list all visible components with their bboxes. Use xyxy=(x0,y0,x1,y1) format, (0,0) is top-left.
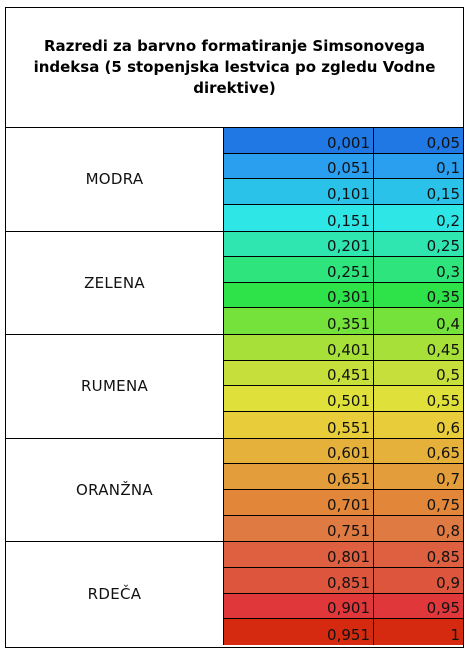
table-row: 0,101 0,15 xyxy=(224,179,463,205)
range-from-cell: 0,551 xyxy=(224,412,374,438)
table-row: 0,401 0,45 xyxy=(224,335,463,361)
range-to-cell: 1 xyxy=(450,625,460,644)
range-from-cell: 0,951 xyxy=(224,619,374,645)
class-group: RDEČA 0,801 0,85 0,851 0,9 0,901 0,95 0,951 1 xyxy=(6,542,463,645)
group-label: MODRA xyxy=(6,128,224,231)
table-row: 0,151 0,2 xyxy=(224,204,463,231)
class-group: ZELENA 0,201 0,25 0,251 0,3 0,301 0,35 0,351 0,4 xyxy=(6,231,463,336)
range-to-cell: 0,65 xyxy=(426,444,460,463)
range-to-cell: 0,8 xyxy=(436,522,460,541)
range-from-cell: 0,751 xyxy=(224,515,374,542)
range-from-cell: 0,651 xyxy=(224,464,374,489)
class-group: ORANŽNA 0,601 0,65 0,651 0,7 0,701 0,75 0,751 0,… xyxy=(6,438,463,543)
range-to-cell: 0,95 xyxy=(426,599,460,618)
range-to-cell: 0,75 xyxy=(426,495,460,514)
class-group: MODRA 0,001 0,05 0,051 0,1 0,101 0,15 0,151 0,2 xyxy=(6,128,463,232)
table-row: 0,451 0,5 xyxy=(224,360,463,387)
range-from-cell: 0,301 xyxy=(224,282,374,308)
group-label: RDEČA xyxy=(6,542,224,645)
range-from-cell: 0,351 xyxy=(224,308,374,335)
group-label: ZELENA xyxy=(6,231,224,335)
range-to-cell: 0,5 xyxy=(436,366,460,385)
table-row: 0,251 0,3 xyxy=(224,257,463,283)
table-title: Razredi za barvno formatiranje Simsonove… xyxy=(6,8,463,128)
table-row: 0,501 0,55 xyxy=(224,386,463,413)
table-row: 0,801 0,85 xyxy=(224,542,463,568)
range-from-cell: 0,701 xyxy=(224,489,374,515)
class-group: RUMENA 0,401 0,45 0,451 0,5 0,501 0,55 0,551 0,6 xyxy=(6,335,463,439)
range-to-cell: 0,2 xyxy=(436,211,460,230)
range-to-cell: 0,1 xyxy=(436,159,460,178)
range-from-cell: 0,051 xyxy=(224,153,374,179)
range-from-cell: 0,901 xyxy=(224,593,374,619)
group-label: ORANŽNA xyxy=(6,438,224,542)
table-row: 0,651 0,7 xyxy=(224,464,463,490)
range-to-cell: 0,25 xyxy=(426,237,460,256)
table-row: 0,851 0,9 xyxy=(224,567,463,594)
range-from-cell: 0,451 xyxy=(224,360,374,386)
range-to-cell: 0,4 xyxy=(436,315,460,334)
range-to-cell: 0,35 xyxy=(426,288,460,307)
range-from-cell: 0,801 xyxy=(224,542,374,567)
table-row: 0,701 0,75 xyxy=(224,489,463,516)
table-row: 0,951 1 xyxy=(224,619,463,645)
table-row: 0,751 0,8 xyxy=(224,515,463,542)
range-to-cell: 0,05 xyxy=(426,133,460,152)
group-label: RUMENA xyxy=(6,335,224,438)
range-from-cell: 0,251 xyxy=(224,257,374,282)
table-row: 0,201 0,25 xyxy=(224,231,463,258)
range-to-cell: 0,9 xyxy=(436,573,460,592)
range-to-cell: 0,45 xyxy=(426,340,460,359)
range-to-cell: 0,7 xyxy=(436,469,460,488)
range-to-cell: 0,15 xyxy=(426,184,460,203)
table-row: 0,351 0,4 xyxy=(224,308,463,335)
range-from-cell: 0,401 xyxy=(224,335,374,360)
range-from-cell: 0,851 xyxy=(224,567,374,593)
range-to-cell: 0,3 xyxy=(436,262,460,281)
range-from-cell: 0,501 xyxy=(224,386,374,412)
table-row: 0,551 0,6 xyxy=(224,412,463,438)
range-from-cell: 0,201 xyxy=(224,231,374,257)
table-row: 0,301 0,35 xyxy=(224,282,463,309)
table-row: 0,051 0,1 xyxy=(224,153,463,180)
range-to-cell: 0,85 xyxy=(426,547,460,566)
class-rows: MODRA 0,001 0,05 0,051 0,1 0,101 0,15 0,151 0,2 Z… xyxy=(6,128,463,645)
range-from-cell: 0,151 xyxy=(224,204,374,231)
range-to-cell: 0,55 xyxy=(426,392,460,411)
range-to-cell: 0,6 xyxy=(436,418,460,437)
table-row: 0,001 0,05 xyxy=(224,128,463,154)
table-row: 0,901 0,95 xyxy=(224,593,463,620)
range-from-cell: 0,601 xyxy=(224,438,374,464)
color-class-table: Razredi za barvno formatiranje Simsonove… xyxy=(5,7,464,648)
table-row: 0,601 0,65 xyxy=(224,438,463,465)
range-from-cell: 0,101 xyxy=(224,179,374,204)
range-from-cell: 0,001 xyxy=(224,128,374,153)
